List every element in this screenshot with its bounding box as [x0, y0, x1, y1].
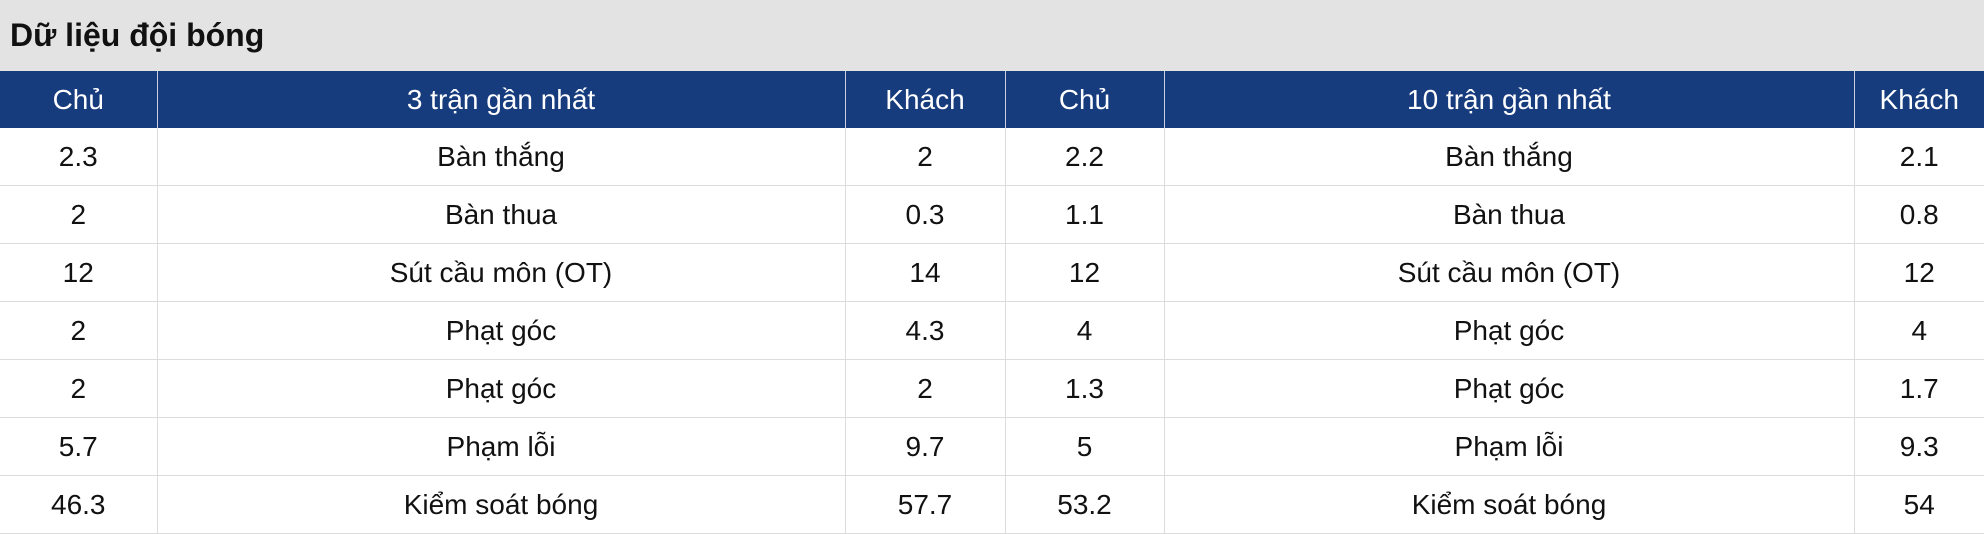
table-row: 2 Phạt góc 2 1.3 Phạt góc 1.7: [0, 359, 1984, 418]
table-cell: Phạt góc: [156, 359, 846, 418]
table-cell: Phạm lỗi: [156, 417, 846, 476]
table-cell: 12: [0, 243, 158, 302]
table-row: 2 Bàn thua 0.3 1.1 Bàn thua 0.8: [0, 185, 1984, 244]
table-cell: 54: [1853, 475, 1984, 534]
table-cell: 57.7: [844, 475, 1006, 534]
table-cell: 2: [0, 301, 158, 360]
table-cell: Bàn thua: [1163, 185, 1855, 244]
table-cell: Bàn thắng: [1163, 128, 1855, 186]
header-row: Chủ 3 trận gần nhất Khách Chủ 10 trận gần nh…: [0, 71, 1984, 128]
table-cell: Bàn thua: [156, 185, 846, 244]
table-cell: 12: [1004, 243, 1165, 302]
table-cell: Sút cầu môn (OT): [1163, 243, 1855, 302]
table-row: 46.3 Kiểm soát bóng 57.7 53.2 Kiểm soát bóng…: [0, 475, 1984, 534]
stats-table: Chủ 3 trận gần nhất Khách Chủ 10 trận gần nh…: [0, 71, 1984, 534]
table-cell: Phạt góc: [1163, 301, 1855, 360]
table-cell: 4: [1853, 301, 1984, 360]
table-cell: 2.3: [0, 128, 158, 186]
column-header: Khách: [1854, 71, 1984, 128]
table-cell: 12: [1853, 243, 1984, 302]
table-body: 2.3 Bàn thắng 2 2.2 Bàn thắng 2.1 2 Bàn thua 0.3…: [0, 128, 1984, 534]
column-header: Chủ: [1005, 71, 1165, 128]
table-cell: Bàn thắng: [156, 128, 846, 186]
table-row: 2.3 Bàn thắng 2 2.2 Bàn thắng 2.1: [0, 128, 1984, 186]
table-row: 5.7 Phạm lỗi 9.7 5 Phạm lỗi 9.3: [0, 417, 1984, 476]
panel-title: Dữ liệu đội bóng: [0, 0, 1984, 71]
table-cell: Sút cầu môn (OT): [156, 243, 846, 302]
table-row: 2 Phạt góc 4.3 4 Phạt góc 4: [0, 301, 1984, 360]
table-cell: 2: [844, 359, 1006, 418]
table-cell: 2: [844, 128, 1006, 186]
table-cell: 2: [0, 185, 158, 244]
table-cell: 46.3: [0, 475, 158, 534]
table-cell: 1.7: [1853, 359, 1984, 418]
table-row: 12 Sút cầu môn (OT) 14 12 Sút cầu môn (OT) 12: [0, 243, 1984, 302]
table-cell: Kiểm soát bóng: [156, 475, 846, 534]
table-cell: 53.2: [1004, 475, 1165, 534]
column-header: 3 trận gần nhất: [157, 71, 846, 128]
table-cell: 2.1: [1853, 128, 1984, 186]
table-cell: 4.3: [844, 301, 1006, 360]
table-cell: 0.8: [1853, 185, 1984, 244]
table-cell: 14: [844, 243, 1006, 302]
column-header: Khách: [845, 71, 1006, 128]
column-header: 10 trận gần nhất: [1164, 71, 1855, 128]
table-cell: 2.2: [1004, 128, 1165, 186]
table-cell: 2: [0, 359, 158, 418]
table-cell: 9.7: [844, 417, 1006, 476]
table-cell: Kiểm soát bóng: [1163, 475, 1855, 534]
table-cell: 9.3: [1853, 417, 1984, 476]
table-cell: 1.1: [1004, 185, 1165, 244]
column-header: Chủ: [0, 71, 158, 128]
table-cell: Phạm lỗi: [1163, 417, 1855, 476]
table-cell: Phạt góc: [1163, 359, 1855, 418]
table-cell: 1.3: [1004, 359, 1165, 418]
table-cell: 0.3: [844, 185, 1006, 244]
table-cell: 5: [1004, 417, 1165, 476]
table-cell: Phạt góc: [156, 301, 846, 360]
table-cell: 4: [1004, 301, 1165, 360]
table-cell: 5.7: [0, 417, 158, 476]
